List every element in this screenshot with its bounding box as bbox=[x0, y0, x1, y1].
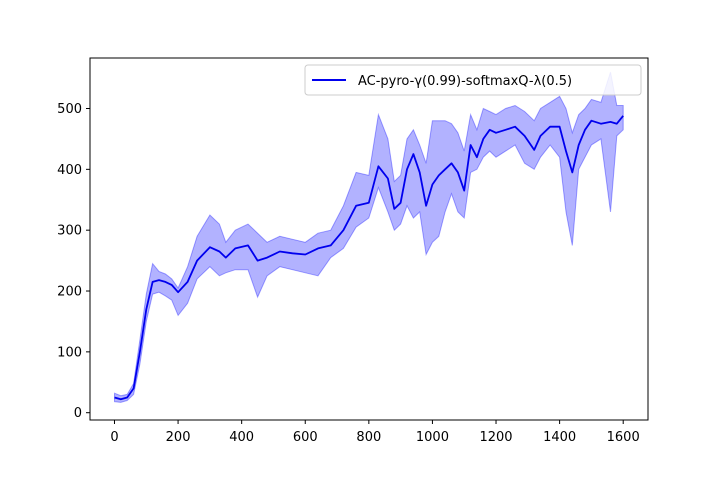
legend: AC-pyro-γ(0.99)-softmaxQ-λ(0.5) bbox=[304, 64, 642, 96]
x-tick-label: 0 bbox=[110, 430, 118, 445]
legend-label: AC-pyro-γ(0.99)-softmaxQ-λ(0.5) bbox=[358, 74, 572, 89]
series-0-confidence-band bbox=[114, 71, 624, 403]
x-axis: 0 200 400 600 800 1000 1200 1400 1600 bbox=[110, 420, 640, 445]
x-tick-label: 1600 bbox=[607, 430, 640, 445]
confidence-band-layer bbox=[114, 71, 624, 403]
y-tick-label: 300 bbox=[57, 224, 82, 239]
y-tick-label: 0 bbox=[74, 406, 82, 421]
y-axis: 0 100 200 300 400 500 bbox=[57, 102, 90, 421]
x-tick-label: 400 bbox=[229, 430, 254, 445]
x-tick-label: 600 bbox=[293, 430, 318, 445]
y-tick-label: 100 bbox=[57, 345, 82, 360]
y-tick-label: 500 bbox=[57, 102, 82, 117]
y-tick-label: 200 bbox=[57, 285, 82, 300]
x-tick-label: 1400 bbox=[543, 430, 576, 445]
x-tick-label: 1000 bbox=[416, 430, 449, 445]
series-0-mean-line bbox=[114, 115, 624, 401]
x-tick-label: 800 bbox=[356, 430, 381, 445]
x-tick-label: 200 bbox=[166, 430, 191, 445]
mean-line-layer bbox=[114, 115, 624, 401]
x-tick-label: 1200 bbox=[479, 430, 512, 445]
legend-box bbox=[304, 64, 642, 96]
y-tick-label: 400 bbox=[57, 163, 82, 178]
